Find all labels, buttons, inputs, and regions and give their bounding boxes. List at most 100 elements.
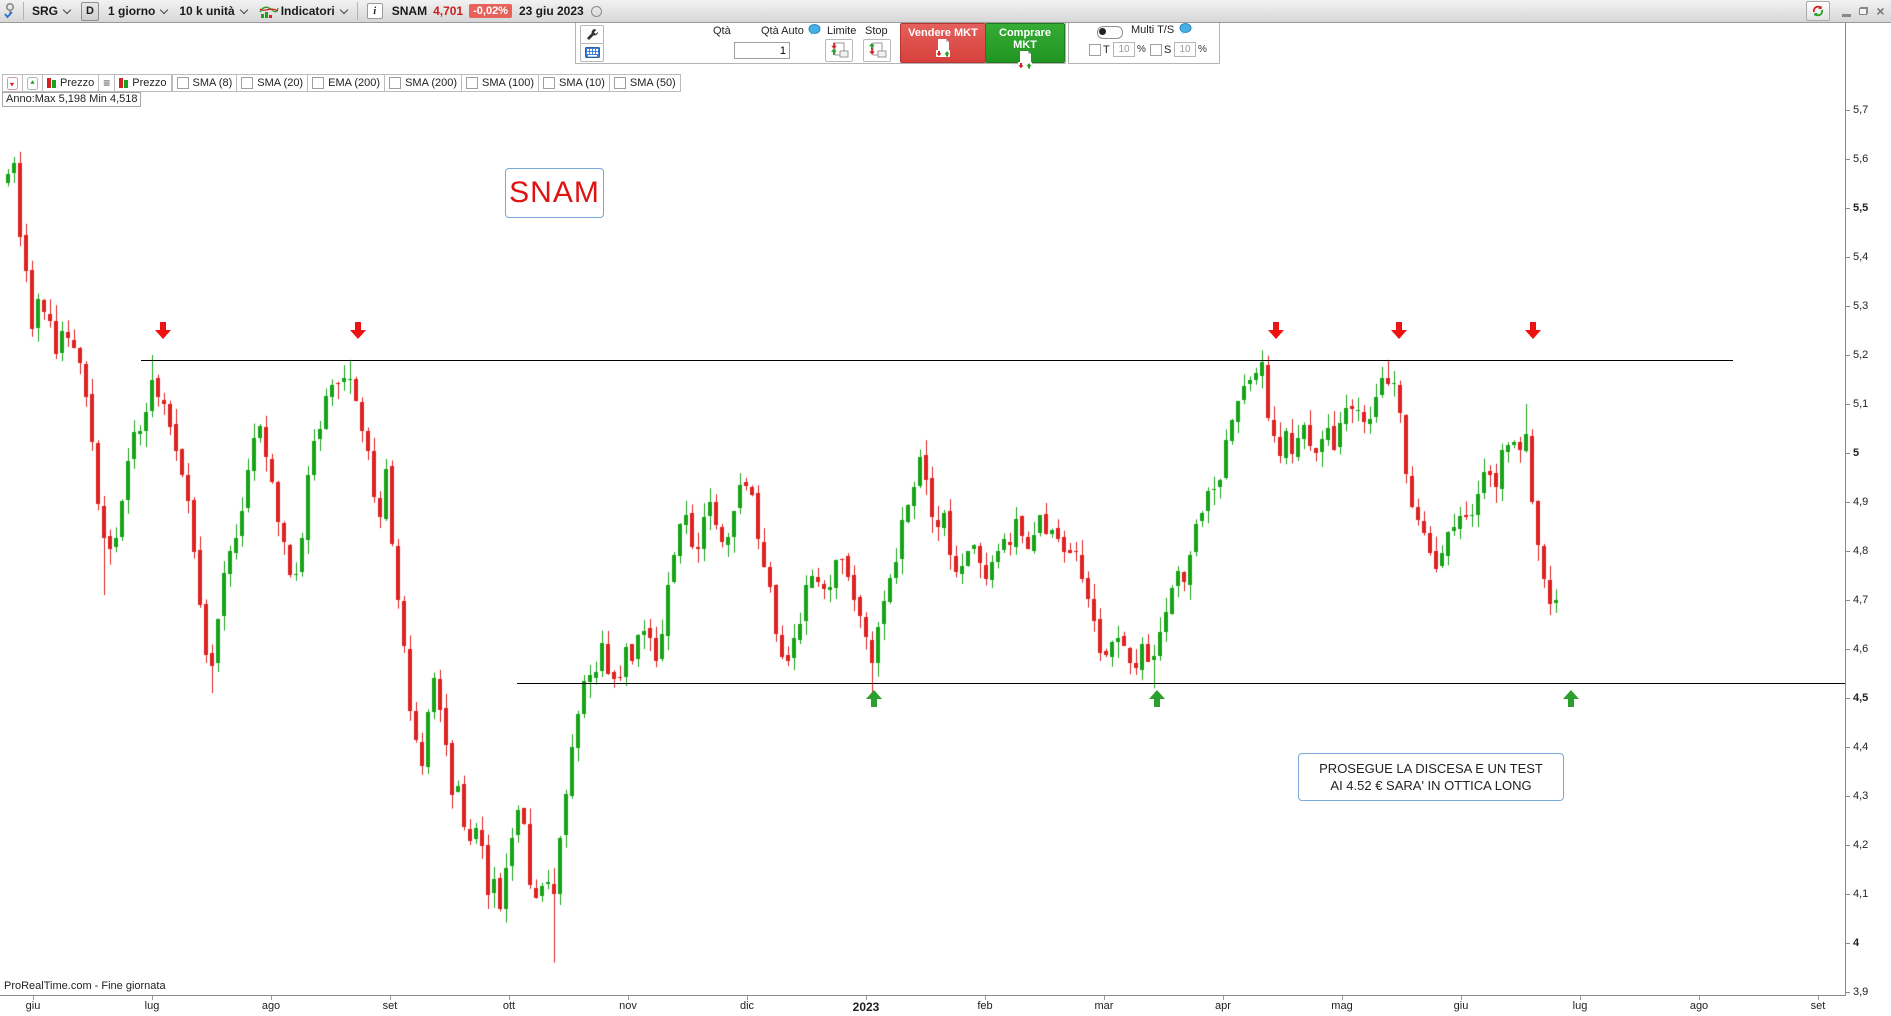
price-axis-tick: 5 [1846,446,1859,460]
time-axis[interactable]: giu lug ago set ott nov dic 2023 feb mar apr mag giu… [0,995,1846,1016]
connection-status-icon [590,5,602,17]
sell-signal-arrow[interactable] [155,322,171,339]
price-axis-tick: 4,1 [1846,887,1868,901]
support-line[interactable] [517,683,1847,684]
chart-legend: Prezzo ≡ Prezzo SMA (8) SMA (20) EMA (200)… [2,74,681,92]
price-axis[interactable]: 5,7 5,6 5,5 5,4 5,3 5,2 5,1 5 4,9 4,8 4,7 4,6 4,5 4,4… [1845,0,1891,1016]
buy-signal-arrow[interactable] [1563,690,1579,707]
chevron-down-icon [239,5,248,14]
link-instrument-icon[interactable] [0,0,20,22]
price-series-chip[interactable]: Prezzo [43,74,100,92]
overlay-toggle-sma-50[interactable]: SMA (50) [609,74,681,92]
order-settings-button[interactable] [580,25,604,44]
close-button[interactable]: × [1876,3,1885,19]
buy-market-label: Comprare MKT [999,27,1051,51]
daily-period-button[interactable]: D [81,1,100,21]
price-axis-tick: 5,6 [1846,152,1868,166]
overlay-toggle-sma-8[interactable]: SMA (8) [171,74,238,92]
time-axis-label: nov [619,1000,637,1012]
buy-signal-arrow[interactable] [866,690,882,707]
scroll-down-button[interactable] [2,74,23,92]
time-axis-label: feb [977,1000,993,1012]
price-axis-tick: 5,4 [1846,250,1868,264]
sell-market-label: Vendere MKT [908,27,978,39]
instrument-info-button[interactable]: i [366,3,383,19]
session-date: 23 giu 2023 [518,4,584,18]
time-axis-tick [1580,996,1581,1000]
buy-order-icon [1018,51,1032,69]
time-axis-tick [866,996,867,1000]
time-axis-label: giu [25,1000,41,1012]
sell-order-icon [936,39,950,57]
refresh-button[interactable] [1806,1,1830,21]
window-controls: × [1806,0,1889,22]
time-axis-label: ago [261,1000,281,1012]
trailing-t-checkbox[interactable] [1089,44,1101,56]
overlay-label: SMA (8) [192,77,233,89]
restore-button[interactable] [1855,2,1872,20]
time-axis-label: lug [1572,1000,1588,1012]
overlay-toggle-sma-100[interactable]: SMA (100) [462,74,540,92]
buy-market-button[interactable]: Comprare MKT [985,23,1065,69]
overlay-toggle-sma-10[interactable]: SMA (10) [539,74,610,92]
price-axis-tick: 4,3 [1846,789,1868,803]
overlay-checkbox[interactable] [389,77,402,89]
time-axis-label: lug [144,1000,160,1012]
annotation-line-2: AI 4.52 € SARA' IN OTTICA LONG [1330,778,1532,793]
trailing-t-label: T [1103,44,1110,56]
chevron-down-icon [62,5,72,14]
multi-ts-help-icon[interactable] [1179,23,1192,38]
multi-ts-toggle[interactable] [1097,26,1123,39]
overlay-checkbox[interactable] [613,77,626,89]
trailing-t-input[interactable] [1113,42,1135,57]
legend-list-button[interactable]: ≡ [99,74,116,92]
stop-order-button[interactable] [863,39,891,62]
overlay-checkbox[interactable] [543,77,556,89]
resistance-line[interactable] [141,360,1733,361]
trailing-s-percent: % [1198,44,1207,55]
price-overlay-chip[interactable]: Prezzo [115,74,172,92]
timeframe-dropdown[interactable]: 1 giorno [103,0,174,22]
candlestick-icon [119,78,129,88]
annotation-box[interactable]: PROSEGUE LA DISCESA E UN TEST AI 4.52 € … [1298,753,1564,801]
top-toolbar: SRG D 1 giorno 10 k unità Indicatori [0,0,1891,23]
overlay-checkbox[interactable] [176,77,189,89]
time-axis-tick [1104,996,1105,1000]
sell-signal-arrow[interactable] [350,322,366,339]
qty-label: Qtà [713,25,731,37]
chart-title-box[interactable]: SNAM [505,168,604,218]
limit-order-button[interactable] [825,39,853,62]
symbol-dropdown[interactable]: SRG [27,0,77,22]
overlay-checkbox[interactable] [312,77,325,89]
indicators-dropdown[interactable]: Indicatori [281,0,354,22]
change-percent-badge: -0,02% [469,4,512,18]
scroll-up-button[interactable] [23,74,43,92]
units-dropdown[interactable]: 10 k unità [174,0,253,22]
overlay-checkbox[interactable] [241,77,254,89]
trailing-s-input[interactable] [1174,42,1196,57]
toolbar-divider [23,2,24,20]
buy-signal-arrow[interactable] [1149,690,1165,707]
price-axis-tick: 4,4 [1846,740,1868,754]
overlay-toggle-sma-20[interactable]: SMA (20) [237,74,309,92]
sell-signal-arrow[interactable] [1391,322,1407,339]
overlay-toggle-sma-200[interactable]: SMA (200) [385,74,463,92]
overlay-label: EMA (200) [328,77,381,89]
qty-input[interactable] [734,42,790,59]
limit-label: Limite [827,25,857,37]
trailing-s-checkbox[interactable] [1150,44,1162,56]
qty-auto-help-icon[interactable] [808,24,821,39]
sell-signal-arrow[interactable] [1268,322,1284,339]
time-axis-label: mag [1331,1000,1353,1012]
time-axis-tick [1342,996,1343,1000]
overlay-checkbox[interactable] [466,77,479,89]
time-axis-tick [1461,996,1462,1000]
overlay-toggle-ema-200[interactable]: EMA (200) [308,74,386,92]
time-axis-label: mar [1094,1000,1114,1012]
keyboard-order-button[interactable] [580,43,604,62]
price-axis-tick: 5,7 [1846,103,1868,117]
minimize-button[interactable] [1838,2,1855,20]
sell-market-button[interactable]: Vendere MKT [900,23,986,63]
sell-signal-arrow[interactable] [1525,322,1541,339]
